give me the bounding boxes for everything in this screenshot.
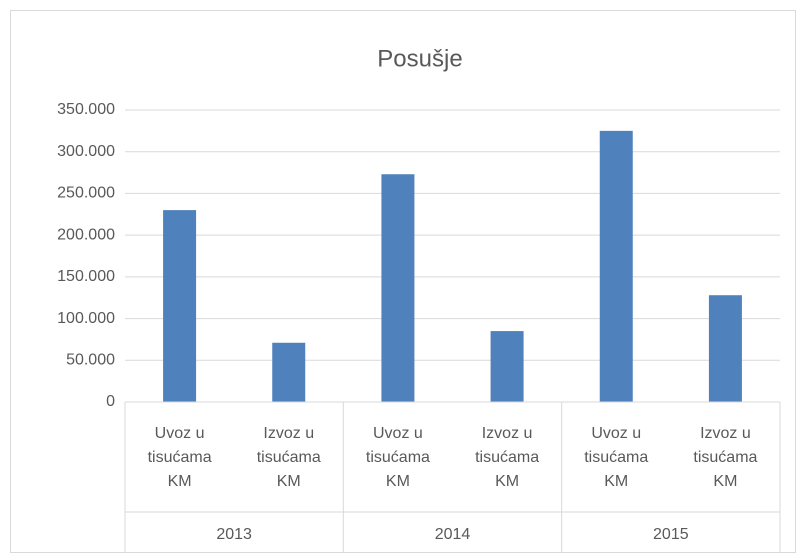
y-tick-label: 50.000	[66, 352, 115, 369]
x-tick-label: Izvoz u tisućama KM	[475, 425, 540, 490]
y-tick-label: 0	[106, 393, 115, 410]
bar	[599, 130, 633, 402]
bar	[708, 295, 742, 402]
bar	[381, 174, 415, 402]
y-tick-label: 150.000	[57, 268, 115, 285]
y-tick-label: 250.000	[57, 185, 115, 202]
bar	[163, 210, 197, 402]
chart-title: Posušje	[377, 45, 462, 72]
x-tick-label: Izvoz u tisućama KM	[693, 425, 758, 490]
y-tick-label: 200.000	[57, 226, 115, 243]
y-tick-label: 100.000	[57, 310, 115, 327]
group-label: 2014	[435, 526, 471, 543]
x-tick-label: Uvoz u tisućama KM	[147, 425, 212, 490]
x-tick-label: Izvoz u tisućama KM	[256, 425, 321, 490]
bar	[490, 331, 524, 402]
group-label: 2013	[216, 526, 252, 543]
y-tick-label: 350.000	[57, 101, 115, 118]
group-label: 2015	[653, 526, 689, 543]
x-tick-label: Uvoz u tisućama KM	[584, 425, 649, 490]
bar	[272, 342, 306, 402]
y-tick-label: 300.000	[57, 143, 115, 160]
x-tick-label: Uvoz u tisućama KM	[365, 425, 430, 490]
